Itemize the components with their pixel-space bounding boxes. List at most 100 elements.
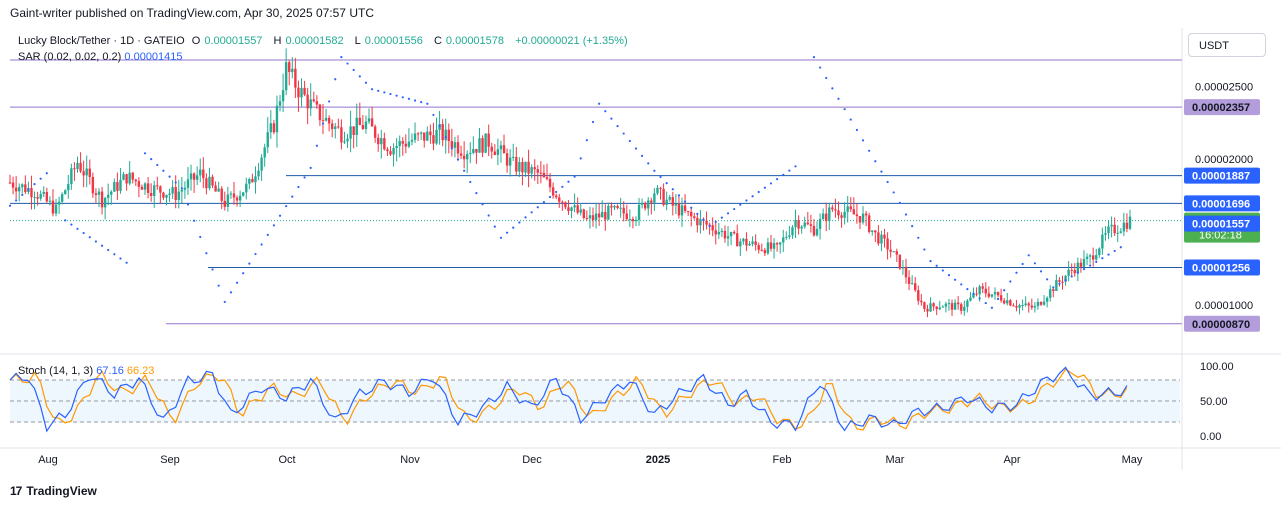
sar-dot <box>745 199 748 202</box>
candle-body <box>567 207 570 211</box>
candle-body <box>628 218 632 220</box>
sar-dot <box>978 297 981 300</box>
candle-body <box>726 236 730 239</box>
sar-dot <box>340 56 343 59</box>
candle-body <box>508 157 512 166</box>
time-tick-label: Sep <box>160 454 180 466</box>
sar-dot <box>266 233 269 236</box>
candle-body <box>300 87 303 98</box>
candle-body <box>880 234 883 244</box>
candle-body <box>573 205 576 208</box>
high-label: H <box>273 35 282 47</box>
candle-body <box>877 232 880 244</box>
sar-dot <box>751 195 754 198</box>
candle-body <box>91 176 95 194</box>
sar-dot <box>64 219 67 222</box>
currency-selector[interactable]: USDT <box>1188 33 1266 57</box>
sar-dot <box>935 264 938 267</box>
candle-body <box>389 151 392 155</box>
candle-body <box>889 249 892 252</box>
sar-dot <box>984 301 987 305</box>
candle-body <box>398 141 401 147</box>
price-label-box <box>1184 99 1260 116</box>
sar-dot <box>1101 257 1104 260</box>
sar-dot <box>622 132 625 135</box>
price-label-text: 0.00001256 <box>1192 263 1250 275</box>
candle-body <box>128 172 131 184</box>
candle-body <box>502 145 506 154</box>
sar-dot <box>683 200 687 203</box>
candle-body <box>294 68 297 88</box>
candle-body <box>736 233 739 247</box>
candle-body <box>1082 258 1086 267</box>
sar-dot <box>426 102 429 105</box>
candle-body <box>1101 234 1104 249</box>
sar-dot <box>849 118 852 121</box>
candle-body <box>521 162 524 173</box>
sar-dot <box>530 211 533 214</box>
candle-body <box>505 153 509 166</box>
price-label-text: 0.00002357 <box>1192 102 1250 114</box>
sar-dot <box>696 212 699 215</box>
sar-dot <box>1070 275 1073 278</box>
stoch-d-line <box>9 368 1128 431</box>
candle-body <box>674 203 678 206</box>
candle-body <box>211 176 214 186</box>
sar-dot <box>776 178 779 181</box>
candle-body <box>435 129 438 144</box>
candle-body <box>39 193 42 199</box>
sar-dot <box>469 180 472 184</box>
candle-body <box>594 213 598 221</box>
candle-body <box>192 173 196 180</box>
candle-body <box>597 213 601 218</box>
candle-body <box>604 211 607 220</box>
candle-body <box>1058 280 1061 282</box>
candle-body <box>235 197 239 201</box>
candle-body <box>548 178 552 188</box>
candle-body <box>113 182 116 192</box>
candle-body <box>739 241 742 247</box>
sar-dot <box>407 97 411 101</box>
candle-body <box>416 133 420 135</box>
sar-dot <box>512 226 515 229</box>
sar-dot <box>217 284 220 287</box>
candle-body <box>1012 305 1015 307</box>
candle-body <box>941 306 945 308</box>
candle-body <box>705 220 708 225</box>
sar-dot <box>1052 286 1055 289</box>
sar-dot <box>843 108 846 111</box>
candle-body <box>917 290 920 301</box>
candle-body <box>48 200 52 202</box>
sar-dot <box>739 203 742 206</box>
candle-body <box>73 168 76 170</box>
candle-body <box>36 197 39 199</box>
candle-body <box>361 124 365 129</box>
candle-body <box>825 213 828 222</box>
sar-dot <box>199 235 202 239</box>
tradingview-brand[interactable]: 17 TradingView <box>10 484 97 498</box>
sar-dot <box>548 195 552 199</box>
candle-body <box>963 306 966 311</box>
candle-body <box>85 168 88 176</box>
sar-dot <box>659 175 662 179</box>
candle-body <box>631 218 635 222</box>
candle-body <box>653 193 656 203</box>
sar-dot <box>941 269 944 272</box>
candle-body <box>165 194 168 198</box>
candle-body <box>947 303 951 305</box>
candle-body <box>656 187 659 194</box>
candle-body <box>846 206 849 212</box>
candle-body <box>650 200 653 203</box>
symbol-legend: Lucky Block/Tether · 1D · GATEIO O 0.0000… <box>18 35 632 47</box>
candle-body <box>852 209 856 215</box>
price-label-text: 0.00001887 <box>1192 171 1250 183</box>
candle-body <box>1018 305 1021 308</box>
symbol-name: Lucky Block/Tether · 1D · GATEIO <box>18 35 185 47</box>
candle-body <box>355 117 358 135</box>
candle-body <box>821 213 825 220</box>
sar-dot <box>321 122 325 125</box>
candle-body <box>186 179 190 188</box>
candle-body <box>242 192 245 196</box>
candle-body <box>229 193 233 195</box>
